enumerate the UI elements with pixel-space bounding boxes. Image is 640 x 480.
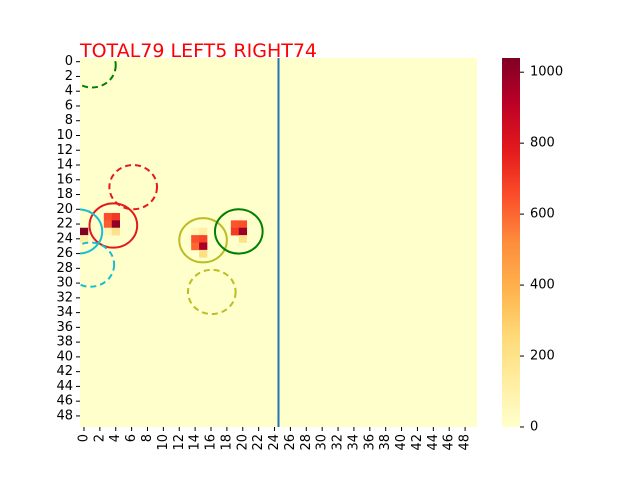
x-tick-label: 44 <box>426 434 441 451</box>
y-tick-label: 8 <box>65 113 73 128</box>
heatmap-cell <box>199 249 208 258</box>
x-tick-label: 40 <box>394 434 409 451</box>
heatmap-cell <box>199 242 208 251</box>
heatmap-cell <box>199 235 208 243</box>
x-tick-label: 32 <box>331 434 346 451</box>
y-tick-label: 4 <box>65 84 73 99</box>
x-axis-ticks: 0 2 4 6 8 10 12 14 16 18 20 22 24 26 28 30 32 34 36 38 40 42 4… <box>76 427 473 451</box>
y-tick-label: 34 <box>56 305 73 320</box>
heatmap-cell <box>111 220 120 229</box>
colorbar-ticks: 0 200 400 600 800 1000 <box>520 65 563 435</box>
x-tick-label: 14 <box>188 434 203 451</box>
annotation-circles <box>80 58 264 316</box>
chart-title: TOTAL79 LEFT5 RIGHT74 <box>79 40 317 62</box>
y-tick-label: 0 <box>65 54 73 69</box>
y-tick-label: 20 <box>56 202 73 217</box>
heatmap-cell <box>80 227 89 236</box>
x-tick-label: 12 <box>172 434 187 451</box>
heatmap-cell <box>191 235 200 243</box>
solid-circle-marker <box>213 208 264 255</box>
colorbar-tick-label: 1000 <box>530 65 563 80</box>
x-tick-label: 4 <box>108 434 123 442</box>
x-tick-label: 24 <box>267 434 282 451</box>
heatmap-cell <box>230 220 240 229</box>
colorbar-tick-label: 200 <box>530 349 555 364</box>
x-tick-label: 8 <box>140 434 155 442</box>
y-tick-label: 30 <box>56 276 73 291</box>
y-tick-label: 22 <box>56 217 73 232</box>
heatmap-cell <box>103 220 113 229</box>
dashed-circle-marker <box>80 58 117 89</box>
x-tick-label: 34 <box>346 434 361 451</box>
y-tick-label: 12 <box>56 143 73 158</box>
dashed-circle-marker <box>80 241 116 288</box>
y-tick-label: 46 <box>56 394 73 409</box>
heatmap-cell <box>80 235 89 243</box>
x-tick-label: 28 <box>299 434 314 451</box>
y-tick-label: 42 <box>56 364 73 379</box>
y-tick-label: 32 <box>56 290 73 305</box>
colorbar-tick-label: 800 <box>530 136 555 151</box>
dashed-circle-marker <box>108 164 159 211</box>
heatmap-cells <box>80 212 248 258</box>
x-tick-label: 22 <box>251 434 266 451</box>
x-tick-label: 6 <box>124 434 139 442</box>
y-tick-label: 44 <box>56 379 73 394</box>
x-tick-label: 20 <box>235 434 250 451</box>
solid-circle-marker <box>80 208 104 255</box>
x-tick-label: 42 <box>410 434 425 451</box>
heatmap-cell <box>230 227 240 236</box>
y-tick-label: 28 <box>56 261 73 276</box>
heatmap-cell <box>238 220 248 229</box>
x-tick-label: 0 <box>76 434 91 442</box>
y-tick-label: 48 <box>56 408 73 423</box>
y-tick-label: 6 <box>65 98 73 113</box>
x-tick-label: 46 <box>442 434 457 451</box>
y-tick-label: 14 <box>56 158 73 173</box>
y-tick-label: 40 <box>56 349 73 364</box>
colorbar-tick-label: 600 <box>530 207 555 222</box>
y-tick-label: 2 <box>65 69 73 84</box>
heatmap-cell <box>111 212 120 221</box>
solid-circle-marker <box>178 217 228 264</box>
x-tick-label: 48 <box>458 434 473 451</box>
y-tick-label: 26 <box>56 246 73 261</box>
heatmap-cell <box>111 227 120 236</box>
y-tick-label: 24 <box>56 231 73 246</box>
heatmap-cell <box>191 227 200 236</box>
colorbar-tick-label: 0 <box>530 420 538 435</box>
y-tick-label: 36 <box>56 320 73 335</box>
y-tick-label: 16 <box>56 172 73 187</box>
colorbar-tick-label: 400 <box>530 278 555 293</box>
y-tick-label: 18 <box>56 187 73 202</box>
x-tick-label: 26 <box>283 434 298 451</box>
heatmap-cell <box>191 242 200 251</box>
heatmap-cell <box>238 227 248 236</box>
heatmap-cell <box>103 212 113 221</box>
y-tick-label: 38 <box>56 335 73 350</box>
y-axis-ticks: 0246810121416182022242628303234363840424… <box>56 54 80 423</box>
x-tick-label: 30 <box>315 434 330 451</box>
dashed-circle-marker <box>186 268 237 316</box>
x-tick-label: 36 <box>362 434 377 451</box>
heatmap-cell <box>238 235 248 243</box>
x-tick-label: 18 <box>219 434 234 451</box>
x-tick-label: 16 <box>204 434 219 451</box>
colorbar <box>502 58 520 427</box>
x-tick-label: 38 <box>378 434 393 451</box>
heatmap-cell <box>103 227 113 236</box>
x-tick-label: 2 <box>92 434 107 442</box>
x-tick-label: 10 <box>156 434 171 451</box>
solid-circle-marker <box>88 202 139 249</box>
y-tick-label: 10 <box>56 128 73 143</box>
heatmap-cell <box>199 227 208 236</box>
